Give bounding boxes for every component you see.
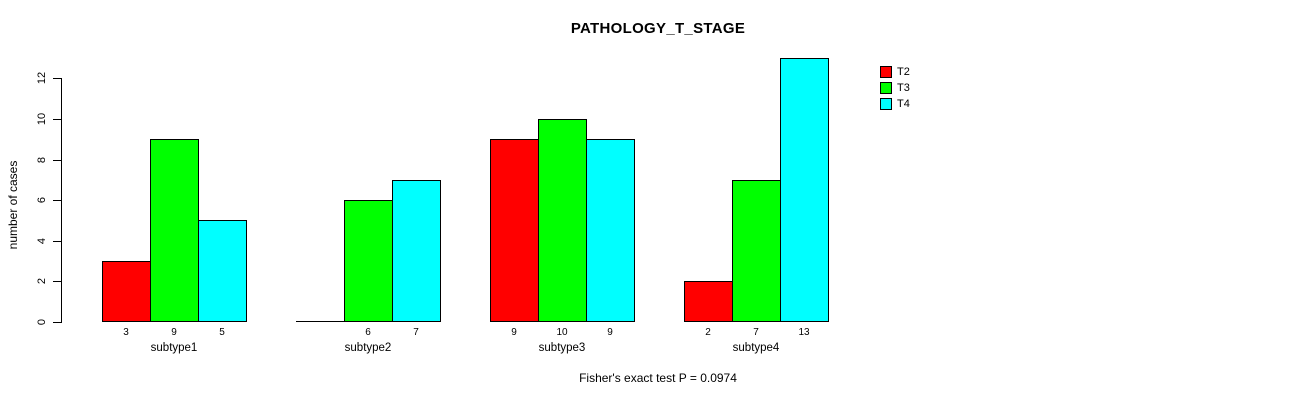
y-tick-label: 8 bbox=[36, 156, 48, 164]
bar-value-label: 7 bbox=[413, 327, 419, 338]
bar-value-label: 10 bbox=[556, 327, 568, 338]
legend-item-T4: T4 bbox=[880, 96, 910, 112]
y-axis-tick bbox=[53, 119, 61, 120]
y-tick-label: 6 bbox=[36, 196, 48, 204]
bar-value-label: 5 bbox=[219, 327, 225, 338]
x-category-label-subtype1: subtype1 bbox=[150, 342, 198, 354]
bar-value-label: 7 bbox=[753, 327, 759, 338]
x-category-label-subtype2: subtype2 bbox=[344, 342, 392, 354]
bar-subtype2-T4 bbox=[392, 180, 441, 322]
legend: T2 T3 T4 bbox=[880, 64, 910, 112]
bar-subtype4-T2 bbox=[684, 281, 733, 322]
legend-swatch-T2 bbox=[880, 66, 892, 78]
y-axis-tick bbox=[53, 78, 61, 79]
bar-subtype1-T2 bbox=[102, 261, 151, 322]
bar-subtype2-T2 bbox=[296, 321, 345, 322]
legend-item-T2: T2 bbox=[880, 64, 910, 80]
bar-subtype1-T3 bbox=[150, 139, 199, 322]
y-tick-label: 2 bbox=[36, 277, 48, 285]
bar-value-label: 6 bbox=[365, 327, 371, 338]
bar-subtype3-T2 bbox=[490, 139, 539, 322]
legend-swatch-T3 bbox=[880, 82, 892, 94]
legend-label: T3 bbox=[897, 82, 910, 94]
x-category-label-subtype3: subtype3 bbox=[538, 342, 586, 354]
legend-item-T3: T3 bbox=[880, 80, 910, 96]
y-tick-label: 10 bbox=[36, 112, 48, 126]
bar-subtype1-T4 bbox=[198, 220, 247, 322]
bar-subtype2-T3 bbox=[344, 200, 393, 322]
bar-value-label: 9 bbox=[171, 327, 177, 338]
y-tick-label: 0 bbox=[36, 318, 48, 326]
y-tick-label: 4 bbox=[36, 237, 48, 245]
bar-subtype3-T3 bbox=[538, 119, 587, 322]
bar-subtype3-T4 bbox=[586, 139, 635, 322]
y-axis-title: number of cases bbox=[6, 160, 20, 250]
legend-swatch-T4 bbox=[880, 98, 892, 110]
legend-label: T4 bbox=[897, 98, 910, 110]
bar-value-label: 9 bbox=[511, 327, 517, 338]
y-axis-tick bbox=[53, 200, 61, 201]
chart-title: PATHOLOGY_T_STAGE bbox=[570, 20, 746, 37]
bar-value-label: 3 bbox=[123, 327, 129, 338]
y-axis-tick bbox=[53, 241, 61, 242]
annotation-fisher-test: Fisher's exact test P = 0.0974 bbox=[579, 371, 737, 385]
y-axis-tick bbox=[53, 281, 61, 282]
bar-value-label: 9 bbox=[607, 327, 613, 338]
y-axis-tick bbox=[53, 160, 61, 161]
x-category-label-subtype4: subtype4 bbox=[732, 342, 780, 354]
bar-subtype4-T3 bbox=[732, 180, 781, 322]
y-axis-line bbox=[61, 78, 62, 323]
bar-value-label: 2 bbox=[705, 327, 711, 338]
y-tick-label: 12 bbox=[36, 71, 48, 85]
y-axis-tick bbox=[53, 322, 61, 323]
bar-subtype4-T4 bbox=[780, 58, 829, 322]
legend-label: T2 bbox=[897, 66, 910, 78]
bar-value-label: 13 bbox=[798, 327, 810, 338]
